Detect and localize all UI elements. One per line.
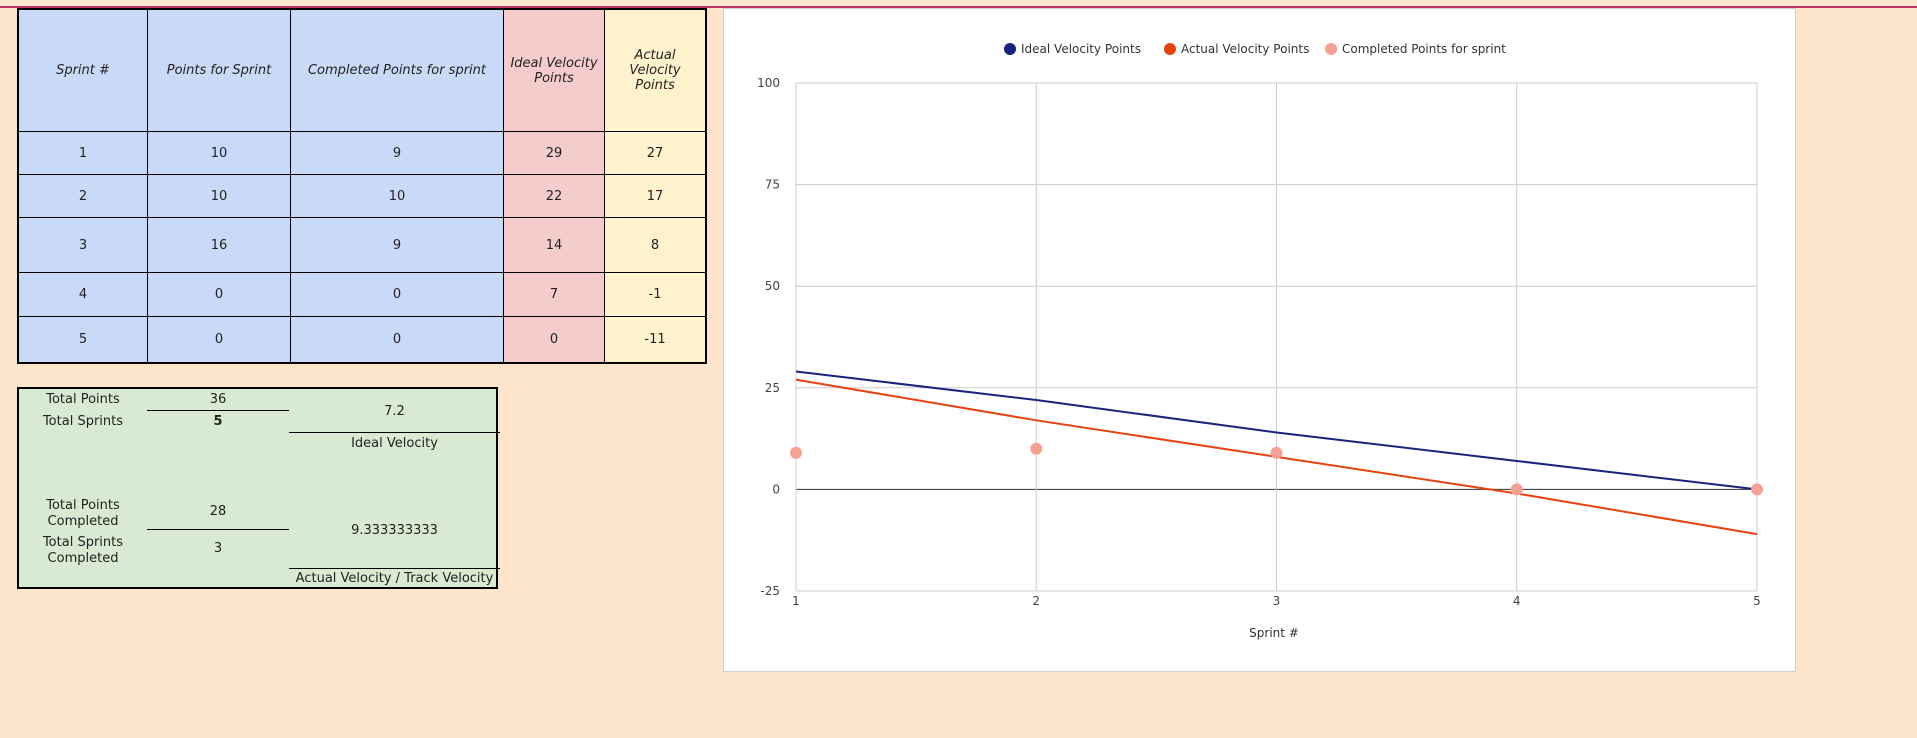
scatter-point [1510, 483, 1523, 496]
actual-velocity-divider [289, 568, 500, 569]
cell-actual-velocity-points: -11 [604, 316, 707, 364]
cell-ideal-velocity-points: 22 [503, 174, 605, 218]
table-row: 1 10 9 29 27 [17, 131, 707, 175]
ideal-velocity-value: 7.2 [384, 404, 405, 419]
scatter-point [1270, 446, 1283, 459]
cell-completed-points: 0 [290, 316, 504, 364]
cell-sprint-number: 5 [17, 316, 148, 364]
cell-points-for-sprint: 0 [147, 316, 291, 364]
legend-marker [1325, 43, 1337, 55]
legend-label: Actual Velocity Points [1181, 42, 1309, 56]
total-points-label: Total Points [46, 392, 120, 407]
cell-ideal-velocity-points: 29 [503, 131, 605, 175]
series-line-0 [795, 370, 1758, 491]
total-sprints-completed-value: 3 [213, 541, 223, 556]
legend-marker [1004, 43, 1016, 55]
actual-velocity-label: Actual Velocity / Track Velocity [295, 571, 494, 586]
scatter-point [1030, 442, 1043, 455]
total-sprints-completed-label: Total Sprints Completed [42, 535, 124, 566]
x-tick-label: 2 [1032, 594, 1040, 608]
legend-label: Completed Points for sprint [1342, 42, 1506, 56]
velocity-chart-svg: -25 0 25 50 75 100 1 2 3 4 5 Ideal Velocity Point… [757, 42, 1763, 640]
cell-points-for-sprint: 10 [147, 174, 291, 218]
table-row: 4 0 0 7 -1 [17, 272, 707, 317]
chart-grid [795, 82, 1758, 592]
y-axis-ticks: -25 0 25 50 75 100 [757, 76, 780, 598]
sprint-table: Sprint # Points for Sprint Completed Poi… [17, 8, 707, 364]
total-sprints-value: 5 [213, 414, 223, 429]
header-actual-velocity-points: Actual Velocity Points [604, 8, 707, 132]
cell-actual-velocity-points: 17 [604, 174, 707, 218]
x-tick-label: 1 [792, 594, 800, 608]
scatter-point [790, 446, 802, 459]
cell-actual-velocity-points: -1 [604, 272, 707, 317]
x-axis-ticks: 1 2 3 4 5 [792, 594, 1761, 608]
cell-completed-points: 10 [290, 174, 504, 218]
cell-completed-points: 0 [290, 272, 504, 317]
header-ideal-velocity-points: Ideal Velocity Points [503, 8, 605, 132]
velocity-chart: -25 0 25 50 75 100 1 2 3 4 5 Ideal Velocity Point… [723, 8, 1796, 672]
y-tick-label: -25 [760, 584, 780, 598]
chart-series [790, 370, 1763, 536]
total-points-completed-value: 28 [209, 504, 227, 519]
cell-sprint-number: 4 [17, 272, 148, 317]
cell-actual-velocity-points: 8 [604, 217, 707, 273]
legend-label: Ideal Velocity Points [1021, 42, 1141, 56]
cell-sprint-number: 3 [17, 217, 148, 273]
x-tick-label: 4 [1513, 594, 1521, 608]
x-axis-label: Sprint # [1249, 626, 1299, 640]
cell-ideal-velocity-points: 0 [503, 316, 605, 364]
y-tick-label: 25 [765, 381, 780, 395]
top-border-line [0, 6, 1917, 8]
cell-points-for-sprint: 0 [147, 272, 291, 317]
ideal-velocity-label: Ideal Velocity [351, 436, 438, 451]
chart-legend: Ideal Velocity Points Actual Velocity Poi… [1004, 42, 1506, 56]
cell-sprint-number: 1 [17, 131, 148, 175]
total-points-value: 36 [209, 392, 227, 407]
cell-completed-points: 9 [290, 217, 504, 273]
cell-ideal-velocity-points: 7 [503, 272, 605, 317]
table-header-row: Sprint # Points for Sprint Completed Poi… [17, 8, 707, 132]
actual-velocity-value: 9.333333333 [351, 523, 438, 538]
table-row: 2 10 10 22 17 [17, 174, 707, 218]
cell-ideal-velocity-points: 14 [503, 217, 605, 273]
fraction-line-actual [147, 529, 289, 530]
cell-actual-velocity-points: 27 [604, 131, 707, 175]
cell-points-for-sprint: 16 [147, 217, 291, 273]
header-completed-points: Completed Points for sprint [290, 8, 504, 132]
y-tick-label: 100 [757, 76, 780, 90]
total-sprints-label: Total Sprints [42, 414, 124, 429]
table-row: 3 16 9 14 8 [17, 217, 707, 273]
x-tick-label: 5 [1753, 594, 1761, 608]
cell-completed-points: 9 [290, 131, 504, 175]
cell-sprint-number: 2 [17, 174, 148, 218]
cell-points-for-sprint: 10 [147, 131, 291, 175]
legend-marker [1164, 43, 1176, 55]
header-sprint-number: Sprint # [17, 8, 148, 132]
x-tick-label: 3 [1273, 594, 1281, 608]
header-points-for-sprint: Points for Sprint [147, 8, 291, 132]
fraction-line-ideal [147, 410, 289, 411]
y-tick-label: 0 [772, 482, 780, 496]
ideal-velocity-divider [289, 432, 500, 433]
scatter-point [1751, 483, 1763, 496]
table-row: 5 0 0 0 -11 [17, 316, 707, 364]
y-tick-label: 50 [765, 279, 780, 293]
y-tick-label: 75 [765, 178, 780, 192]
velocity-summary: Total Points 36 Total Sprints 5 7.2 Idea… [17, 387, 500, 589]
total-points-completed-label: Total Points Completed [46, 498, 120, 529]
